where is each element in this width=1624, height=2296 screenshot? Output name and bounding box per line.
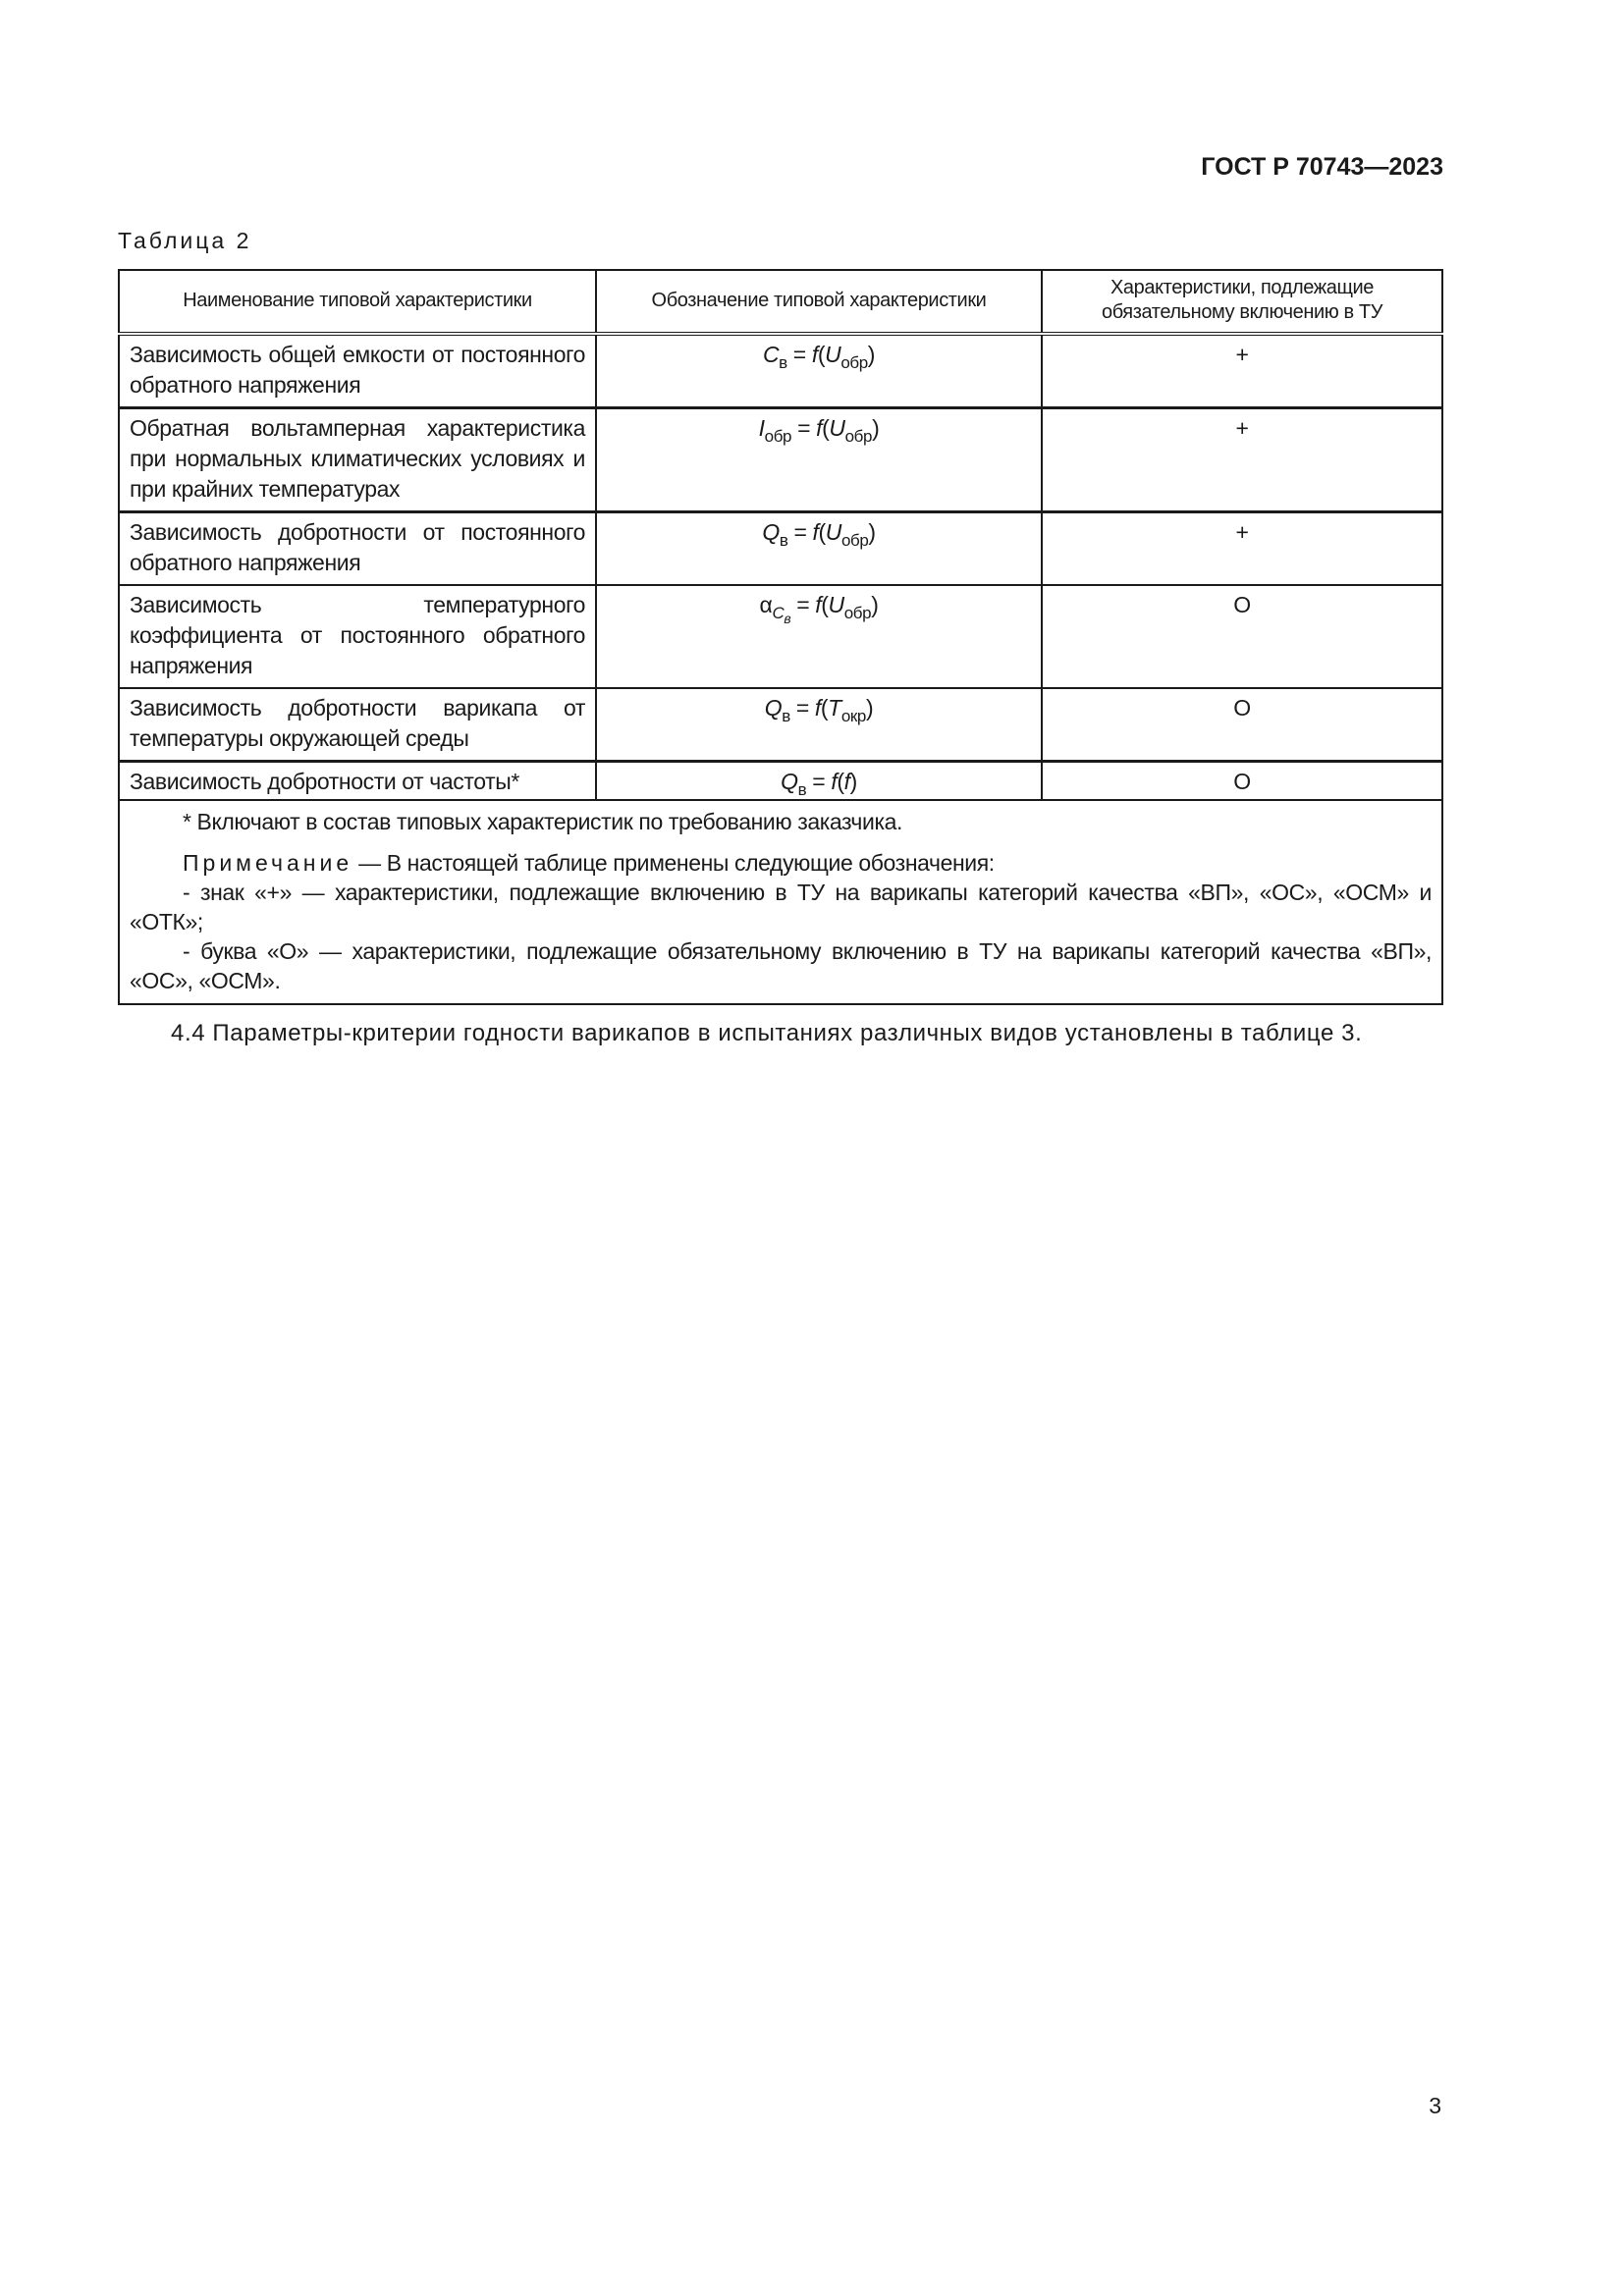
table-caption: Таблица 2 xyxy=(118,228,252,253)
formula-part: ) xyxy=(868,519,876,545)
formula-part: f xyxy=(811,342,818,367)
note-intro: Примечание — В настоящей таблице примене… xyxy=(130,848,1432,878)
table-row: Зависимость добротности от частоты* Qв =… xyxy=(118,760,1443,801)
formula-part: Cв xyxy=(772,604,791,626)
document-id-header: ГОСТ Р 70743—2023 xyxy=(1201,153,1443,181)
formula-part: ( xyxy=(817,342,826,367)
formula-part: ( xyxy=(818,519,826,545)
characteristics-table: Наименование типовой характеристики Обоз… xyxy=(118,269,1443,1005)
formula-part: обр xyxy=(764,427,792,446)
formula-part: обр xyxy=(840,531,869,550)
formula-part: f xyxy=(812,519,819,545)
formula-part: T xyxy=(828,695,841,721)
cell-formula: Cв = f(Uобр) xyxy=(595,333,1043,409)
formula-part: в xyxy=(782,707,790,725)
formula-part: = xyxy=(790,592,816,617)
formula-part: окр xyxy=(840,707,867,725)
formula-part: ( xyxy=(821,592,829,617)
column-header-mandatory: Характеристики, подлежащие обязательному… xyxy=(1041,269,1443,336)
formula-part: = xyxy=(787,519,813,545)
note-item: - знак «+» — характеристики, подлежащие … xyxy=(130,880,1432,934)
formula-part: f xyxy=(831,769,838,794)
note-label: Примечание xyxy=(183,850,353,876)
formula-part: I xyxy=(758,415,765,441)
formula-part: Q xyxy=(762,519,780,545)
formula-part: ) xyxy=(871,592,879,617)
table-row: Зависимость общей емкости от постоянного… xyxy=(118,333,1443,409)
formula-part: обр xyxy=(844,427,873,446)
formula-part: Q xyxy=(781,769,798,794)
table-header-row: Наименование типовой характеристики Обоз… xyxy=(118,269,1443,336)
column-header-designation: Обозначение типовой характеристики xyxy=(595,269,1043,336)
formula-part: Q xyxy=(764,695,783,721)
formula-part: = xyxy=(786,342,812,367)
formula-part: ) xyxy=(867,342,876,367)
formula-part: C xyxy=(762,342,780,367)
cell-name: Зависимость добротности от постоянного о… xyxy=(118,510,597,586)
paragraph-4-4: 4.4 Параметры-критерии годности варикапо… xyxy=(171,1020,1363,1046)
formula-part: ( xyxy=(837,769,844,794)
formula-part: ) xyxy=(872,415,880,441)
formula-part: = xyxy=(791,415,817,441)
formula-part: α xyxy=(759,592,773,617)
column-header-name: Наименование типовой характеристики xyxy=(118,269,597,336)
formula-part: U xyxy=(825,519,842,545)
cell-mark: О xyxy=(1041,584,1443,689)
cell-name: Зависимость температурного коэффициента … xyxy=(118,584,597,689)
cell-formula: αCв = f(Uобр) xyxy=(595,584,1043,689)
formula-part: обр xyxy=(843,604,872,622)
formula-part: в xyxy=(784,611,791,626)
note-intro-text: — В настоящей таблице применены следующи… xyxy=(352,850,995,876)
cell-mark: + xyxy=(1041,406,1443,513)
formula-part: U xyxy=(825,342,841,367)
cell-name: Обратная вольтамперная характеристика пр… xyxy=(118,406,597,513)
formula-part: в xyxy=(779,531,788,550)
formula-part: f xyxy=(815,592,822,617)
formula-part: ) xyxy=(865,695,874,721)
formula-part: в xyxy=(797,780,807,799)
formula-part: f xyxy=(816,415,823,441)
cell-formula: Qв = f(f) xyxy=(595,760,1043,801)
footnote: * Включают в состав типовых характеристи… xyxy=(183,809,902,834)
cell-mark: О xyxy=(1041,760,1443,801)
note-item: - буква «О» — характеристики, подлежащие… xyxy=(130,938,1432,993)
formula-part: U xyxy=(828,592,845,617)
table-row: Зависимость добротности варикапа от темп… xyxy=(118,687,1443,763)
cell-formula: Qв = f(Tокр) xyxy=(595,687,1043,763)
formula-part: ( xyxy=(822,415,830,441)
formula-part: в xyxy=(779,353,787,372)
formula-part: ( xyxy=(820,695,829,721)
cell-formula: Iобр = f(Uобр) xyxy=(595,406,1043,513)
formula-part: = xyxy=(806,769,832,794)
cell-mark: О xyxy=(1041,687,1443,763)
formula-part: ) xyxy=(849,769,858,794)
table-row: Зависимость температурного коэффициента … xyxy=(118,584,1443,689)
table-notes-row: * Включают в состав типовых характеристи… xyxy=(118,799,1443,1005)
cell-mark: + xyxy=(1041,333,1443,409)
page-number: 3 xyxy=(1429,2093,1441,2118)
cell-name: Зависимость добротности варикапа от темп… xyxy=(118,687,597,763)
cell-name: Зависимость добротности от частоты* xyxy=(118,760,597,801)
table-row: Зависимость добротности от постоянного о… xyxy=(118,510,1443,586)
table-row: Обратная вольтамперная характеристика пр… xyxy=(118,406,1443,513)
formula-part: U xyxy=(829,415,845,441)
formula-part: f xyxy=(814,695,821,721)
cell-formula: Qв = f(Uобр) xyxy=(595,510,1043,586)
table-notes: * Включают в состав типовых характеристи… xyxy=(118,799,1443,1005)
formula-part: f xyxy=(843,769,850,794)
formula-part: обр xyxy=(840,353,868,372)
cell-name: Зависимость общей емкости от постоянного… xyxy=(118,333,597,409)
formula-part: = xyxy=(789,695,815,721)
cell-mark: + xyxy=(1041,510,1443,586)
